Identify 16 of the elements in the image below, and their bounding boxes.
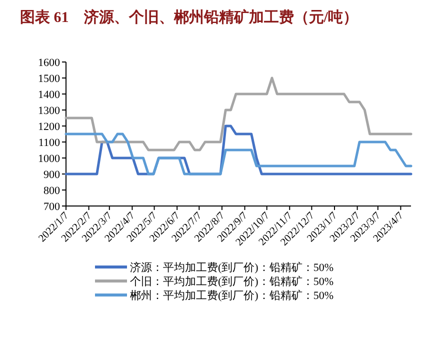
y-tick-label: 1500 [38, 73, 60, 85]
y-tick-label: 1600 [38, 57, 60, 69]
line-series [64, 132, 412, 176]
chart-title: 图表 61 济源、个旧、郴州铅精矿加工费（元/吨） [20, 8, 358, 26]
y-tick-label: 900 [44, 169, 60, 181]
legend-label: 济源：平均加工费(到厂价)：铅精矿：50% [130, 261, 334, 274]
legend-label: 个旧：平均加工费(到厂价)：铅精矿：50% [130, 275, 334, 288]
y-tick-label: 700 [44, 201, 60, 213]
y-tick-label: 1400 [38, 89, 60, 101]
y-tick-label: 1300 [38, 105, 60, 117]
y-tick-label: 800 [44, 185, 60, 197]
y-tick-label: 1000 [38, 153, 60, 165]
y-tick-label: 1200 [38, 121, 60, 133]
legend-label: 郴州：平均加工费(到厂价)：铅精矿：50% [130, 289, 334, 302]
line-series [64, 76, 412, 152]
y-tick-label: 1100 [38, 137, 60, 149]
